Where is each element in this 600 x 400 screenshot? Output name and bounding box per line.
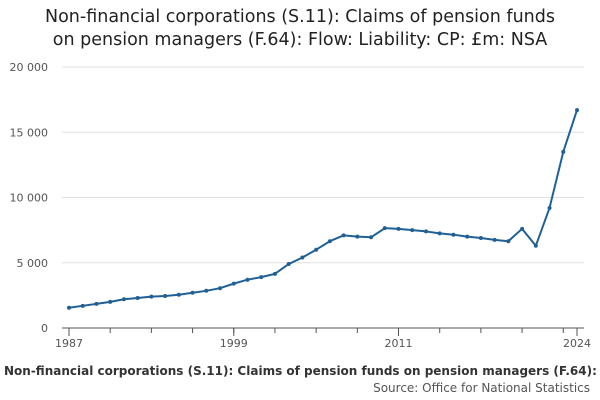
data-point[interactable] [437,231,442,236]
chart-footer: Non-financial corporations (S.11): Claim… [0,362,600,398]
x-tick-label: 2024 [563,337,591,350]
series-line-group [67,108,579,310]
chart-title-line-1: Non-financial corporations (S.11): Claim… [45,7,555,27]
y-tick-label: 10 000 [10,192,49,205]
data-point[interactable] [369,235,374,240]
y-axis-tick-labels: 0 5 000 10 000 15 000 20 000 [10,61,49,335]
data-point[interactable] [314,247,319,252]
data-point[interactable] [451,232,456,237]
data-point[interactable] [396,226,401,231]
x-tick-label: 2011 [385,337,413,350]
grid-lines [62,66,584,264]
data-point[interactable] [382,226,387,231]
line-chart: 0 5 000 10 000 15 000 20 000 1987 1999 2011 202… [10,61,592,350]
y-tick-label: 20 000 [10,61,49,74]
data-point[interactable] [547,205,552,210]
data-point[interactable] [163,294,168,299]
data-point[interactable] [341,233,346,238]
data-point[interactable] [506,239,511,244]
x-tick-label: 1987 [55,337,83,350]
data-point[interactable] [135,295,140,300]
data-point[interactable] [327,239,332,244]
data-point[interactable] [204,288,209,293]
data-point[interactable] [478,235,483,240]
y-tick-label: 0 [41,322,48,335]
chart-title: Non-financial corporations (S.11): Claim… [0,6,600,52]
series-name-label: Non-financial corporations (S.11): Claim… [4,364,600,378]
data-point[interactable] [121,297,126,302]
data-point[interactable] [465,234,470,239]
data-point[interactable] [176,292,181,297]
y-tick-label: 5 000 [17,257,49,270]
chart-title-line-2: on pension managers (F.64): Flow: Liabil… [52,30,548,50]
data-point[interactable] [561,149,566,154]
data-point[interactable] [492,237,497,242]
data-point[interactable] [245,277,250,282]
data-point[interactable] [520,226,525,231]
x-tick-label: 1999 [220,337,248,350]
data-point[interactable] [259,275,264,280]
data-point[interactable] [300,255,305,260]
y-tick-label: 15 000 [10,126,49,139]
data-point[interactable] [218,286,223,291]
data-point[interactable] [67,305,71,310]
data-point[interactable] [533,243,538,248]
data-point[interactable] [575,108,579,113]
data-point[interactable] [423,229,428,234]
data-point[interactable] [94,301,99,306]
data-point[interactable] [80,303,85,308]
data-point[interactable] [355,234,360,239]
data-point[interactable] [410,228,415,233]
data-point[interactable] [108,299,113,304]
data-point[interactable] [231,281,236,286]
data-point[interactable] [272,271,277,276]
series-line [68,109,578,309]
source-label: Source: Office for National Statistics [373,381,590,395]
data-point[interactable] [190,290,195,295]
x-axis: 1987 1999 2011 2024 [55,327,591,350]
data-point[interactable] [149,294,154,299]
data-point[interactable] [286,262,291,267]
